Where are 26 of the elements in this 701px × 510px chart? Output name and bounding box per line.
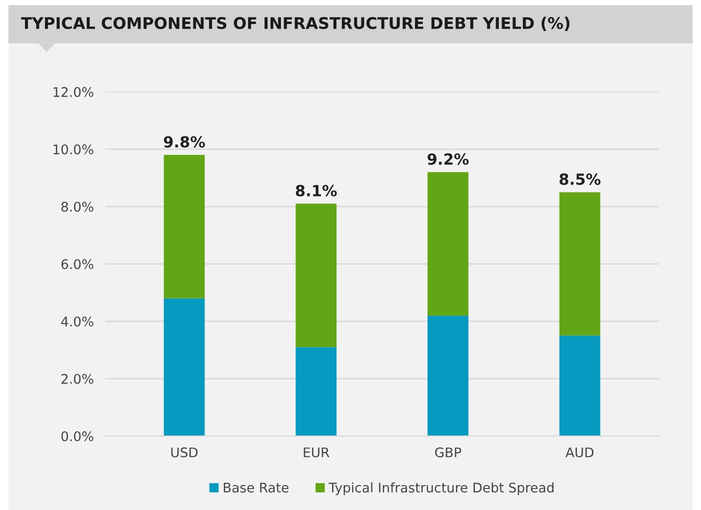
bar — [428, 172, 468, 316]
bar — [296, 204, 337, 348]
y-tick-label: 4.0% — [61, 316, 94, 326]
legend-label: Base Rate — [224, 482, 288, 493]
bar — [296, 347, 337, 436]
bar — [164, 298, 205, 436]
total-label: 9.8% — [164, 136, 205, 148]
bar — [428, 316, 468, 436]
y-tick-label: 6.0% — [61, 259, 94, 270]
total-label: 8.1% — [296, 184, 337, 196]
x-tick-label: USD — [171, 447, 198, 458]
bar — [559, 336, 600, 436]
bar — [559, 192, 600, 336]
total-label: 8.5% — [560, 173, 601, 185]
x-tick-label: AUD — [566, 448, 594, 458]
y-tick-label: 10.0% — [54, 144, 94, 154]
legend-label: Typical Infrastructure Debt Spread — [328, 482, 554, 496]
y-tick-label: 2.0% — [61, 374, 94, 384]
y-tick-label: 8.0% — [61, 202, 94, 212]
x-tick-label: GBP — [435, 447, 462, 458]
x-tick-label: EUR — [304, 448, 330, 458]
y-tick-label: 0.0% — [61, 431, 94, 442]
y-tick-label: 12.0% — [54, 87, 94, 97]
total-label: 9.2% — [428, 153, 469, 165]
bar — [164, 154, 205, 298]
chart-title: TYPICAL COMPONENTS OF INFRASTRUCTURE DEBT YIELD (%) — [21, 16, 570, 31]
